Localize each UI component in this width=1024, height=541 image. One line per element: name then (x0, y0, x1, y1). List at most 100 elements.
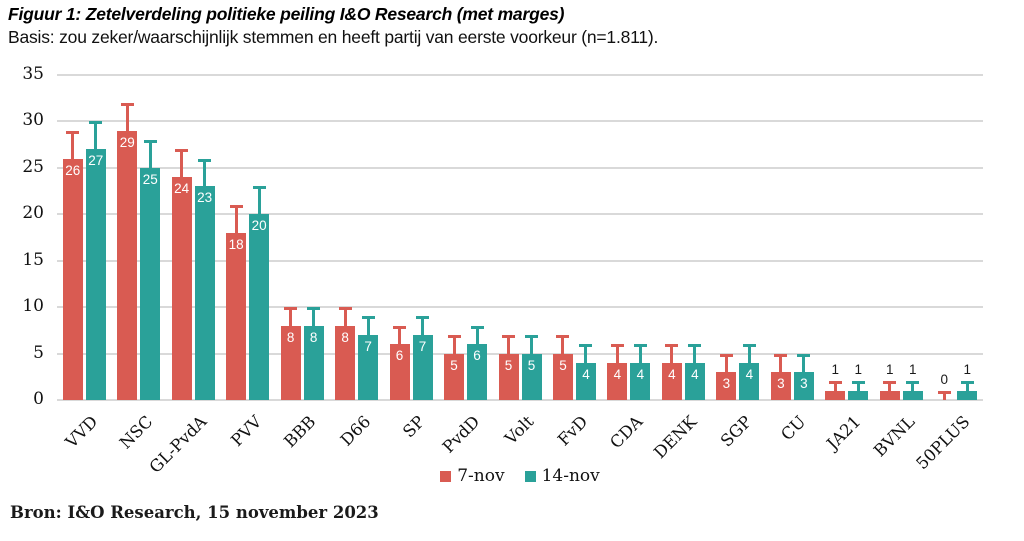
gridline-35 (57, 74, 983, 76)
y-axis-tick-30: 30 (22, 110, 44, 131)
error-bar-cap-FvD-7-nov (556, 335, 570, 338)
value-label-CU-14-nov: 3 (800, 376, 808, 392)
error-bar-stem-PvdD-14-nov (475, 325, 479, 345)
source-caption: Bron: I&O Research, 15 november 2023 (10, 503, 379, 522)
error-bar-cap-PVV-14-nov (252, 186, 266, 190)
error-bar-stem-50PLUS-14-nov (965, 381, 969, 391)
bar-VVD-7-nov (62, 158, 83, 400)
bar-BBB-7-nov (280, 325, 301, 400)
bar-D66-14-nov (358, 335, 379, 400)
error-bar-cap-DENK-7-nov (665, 344, 679, 348)
bar-SGP-14-nov (739, 362, 760, 400)
value-label-PVV-14-nov: 20 (251, 218, 267, 234)
error-bar-cap-CU-7-nov (774, 353, 788, 357)
value-label-Volt-14-nov: 5 (527, 357, 536, 373)
error-bar-cap-PvdD-7-nov (447, 335, 461, 338)
error-bar-stem-D66-14-nov (366, 316, 370, 335)
value-label-SP-14-nov: 7 (418, 339, 427, 354)
error-bar-cap-GL-PvdA-7-nov (175, 149, 189, 153)
error-bar-stem-Volt-14-nov (530, 335, 533, 354)
error-bar-stem-FvD-7-nov (561, 335, 565, 354)
error-bar-stem-Volt-7-nov (507, 335, 510, 354)
legend-swatch-14nov (524, 470, 536, 482)
error-bar-stem-NSC-14-nov (148, 140, 152, 168)
error-bar-cap-SGP-7-nov (719, 353, 733, 357)
error-bar-stem-PvdD-7-nov (452, 335, 456, 354)
bar-CDA-14-nov (630, 362, 651, 400)
error-bar-cap-JA21-14-nov (851, 381, 865, 385)
value-label-GL-PvdA-7-nov: 24 (174, 181, 190, 197)
bar-SGP-7-nov (716, 372, 737, 400)
error-bar-cap-CDA-14-nov (633, 344, 647, 348)
value-label-JA21-7-nov: 1 (831, 362, 840, 378)
y-axis-tick-10: 10 (22, 296, 44, 317)
bar-Volt-7-nov (498, 353, 519, 400)
bar-JA21-7-nov (825, 390, 846, 400)
bar-PvdD-14-nov (467, 344, 488, 400)
error-bar-cap-PVV-7-nov (229, 205, 243, 208)
gridline-5 (57, 352, 983, 355)
value-label-SP-7-nov: 6 (395, 348, 404, 364)
error-bar-cap-DENK-14-nov (688, 344, 702, 348)
bar-FvD-7-nov (552, 353, 573, 400)
error-bar-stem-JA21-14-nov (856, 381, 860, 391)
error-bar-stem-DENK-14-nov (693, 344, 697, 363)
value-label-FvD-7-nov: 5 (559, 357, 567, 373)
legend-item-7nov: 7-nov (440, 466, 505, 486)
value-label-D66-14-nov: 7 (364, 339, 372, 354)
value-label-NSC-7-nov: 29 (119, 134, 135, 150)
error-bar-stem-FvD-14-nov (584, 344, 588, 363)
error-bar-stem-SGP-7-nov (724, 353, 728, 373)
error-bar-stem-SGP-14-nov (747, 344, 751, 363)
error-bar-cap-BVNL-14-nov (906, 381, 920, 385)
error-bar-cap-CU-14-nov (797, 353, 811, 357)
gridline-20 (57, 213, 983, 216)
legend-swatch-7nov (440, 470, 452, 482)
error-bar-stem-DENK-7-nov (670, 344, 674, 363)
gridline-30 (57, 120, 983, 123)
error-bar-stem-PVV-7-nov (234, 205, 238, 233)
error-bar-cap-SP-14-nov (416, 316, 430, 320)
value-label-CU-7-nov: 3 (777, 376, 785, 392)
value-label-50PLUS-7-nov: 0 (940, 371, 948, 387)
error-bar-stem-VVD-14-nov (94, 121, 98, 150)
value-label-CDA-14-nov: 4 (636, 366, 645, 382)
value-label-D66-7-nov: 8 (341, 329, 349, 345)
error-bar-cap-Volt-14-nov (525, 335, 538, 338)
value-label-VVD-7-nov: 26 (65, 162, 81, 178)
error-bar-cap-50PLUS-14-nov (960, 381, 974, 385)
error-bar-stem-GL-PvdA-7-nov (180, 149, 184, 178)
value-label-SGP-7-nov: 3 (722, 376, 731, 392)
bar-DENK-7-nov (661, 362, 682, 400)
error-bar-cap-D66-7-nov (338, 307, 352, 311)
gridline-10 (57, 306, 983, 309)
bar-GL-PvdA-14-nov (194, 186, 215, 400)
value-label-Volt-7-nov: 5 (504, 357, 513, 373)
bar-PVV-14-nov (249, 214, 270, 400)
error-bar-cap-JA21-7-nov (828, 381, 842, 385)
error-bar-cap-NSC-7-nov (120, 102, 134, 106)
bar-GL-PvdA-7-nov (171, 177, 192, 400)
bar-CDA-7-nov (607, 362, 628, 400)
error-bar-stem-BBB-7-nov (289, 307, 293, 326)
value-label-BVNL-7-nov: 1 (886, 362, 894, 378)
error-bar-stem-SP-7-nov (398, 325, 402, 345)
bar-BVNL-7-nov (879, 390, 900, 400)
y-axis-tick-0: 0 (33, 389, 44, 409)
value-label-BBB-7-nov: 8 (286, 329, 295, 345)
error-bar-cap-NSC-14-nov (143, 140, 157, 143)
error-bar-cap-BBB-14-nov (307, 307, 321, 311)
bar-VVD-14-nov (85, 149, 106, 400)
bar-CU-7-nov (770, 372, 791, 400)
bar-BBB-14-nov (303, 325, 324, 400)
error-bar-stem-BVNL-7-nov (888, 381, 892, 391)
error-bar-cap-VVD-14-nov (89, 121, 103, 125)
error-bar-cap-D66-14-nov (361, 316, 375, 320)
error-bar-cap-GL-PvdA-14-nov (198, 158, 212, 162)
value-label-BBB-14-nov: 8 (309, 329, 318, 345)
bar-BVNL-14-nov (902, 390, 923, 400)
value-label-PvdD-14-nov: 6 (473, 348, 481, 364)
bar-DENK-14-nov (684, 362, 705, 400)
bar-PVV-7-nov (226, 232, 247, 400)
value-label-SGP-14-nov: 4 (745, 366, 754, 382)
